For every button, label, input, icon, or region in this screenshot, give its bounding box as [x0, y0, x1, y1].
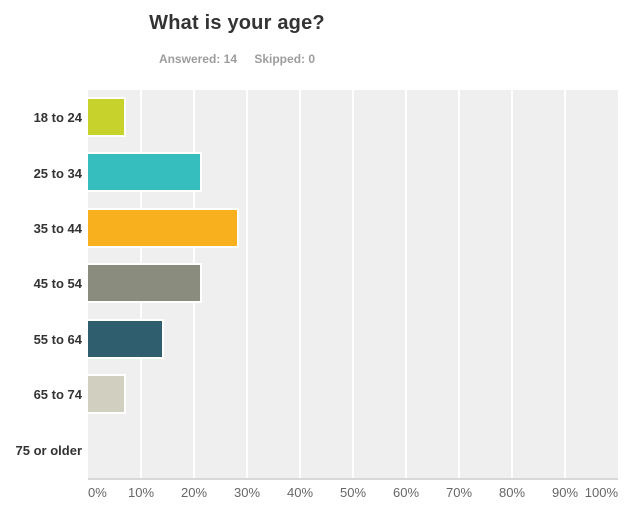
x-tick-20pct: 20% — [180, 485, 208, 500]
chart-header: What is your age? — [0, 0, 474, 35]
x-tick-70pct: 70% — [445, 485, 473, 500]
gridline — [564, 90, 566, 478]
x-tick-100pct: 100% — [584, 485, 618, 500]
category-label-55-to-64: 55 to 64 — [33, 331, 82, 347]
gridline — [458, 90, 460, 478]
category-label-45-to-54: 45 to 54 — [33, 276, 82, 292]
x-tick-30pct: 30% — [233, 485, 261, 500]
gridline — [511, 90, 513, 478]
x-tick-50pct: 50% — [339, 485, 367, 500]
x-tick-80pct: 80% — [498, 485, 526, 500]
gridline — [405, 90, 407, 478]
chart-stats: Answered: 14 Skipped: 0 — [0, 52, 474, 66]
bar-55-to-64[interactable] — [88, 318, 164, 359]
category-label-25-to-34: 25 to 34 — [33, 165, 82, 181]
bar-45-to-54[interactable] — [88, 263, 202, 304]
answered-stat: Answered: 14 — [159, 52, 237, 66]
category-label-35-to-44: 35 to 44 — [33, 221, 82, 237]
bar-35-to-44[interactable] — [88, 207, 240, 248]
skipped-value: 0 — [308, 52, 316, 66]
answered-value: 14 — [223, 52, 237, 66]
x-tick-60pct: 60% — [392, 485, 420, 500]
bar-65-to-74[interactable] — [88, 374, 126, 415]
plot-area — [88, 90, 618, 480]
x-tick-90pct: 90% — [551, 485, 579, 500]
bar-25-to-34[interactable] — [88, 152, 202, 193]
gridline — [246, 90, 248, 478]
chart-title: What is your age? — [149, 12, 325, 34]
skipped-label: Skipped: — [254, 52, 306, 66]
x-tick-40pct: 40% — [286, 485, 314, 500]
y-axis-labels: 18 to 24 25 to 34 35 to 44 45 to 54 55 to 64… — [0, 90, 82, 478]
gridline — [299, 90, 301, 478]
bar-18-to-24[interactable] — [88, 97, 126, 137]
x-tick-0pct: 0% — [88, 485, 107, 500]
category-label-18-to-24: 18 to 24 — [33, 110, 82, 126]
answered-label: Answered: — [158, 52, 221, 66]
x-axis: 0% 10% 20% 30% 40% 50% 60% 70% 80% 90% 100% — [88, 485, 618, 505]
category-label-75-or-older: 75 or older — [15, 442, 82, 458]
category-label-65-to-74: 65 to 74 — [33, 387, 82, 403]
skipped-stat: Skipped: 0 — [254, 52, 315, 66]
gridline — [352, 90, 354, 478]
x-tick-10pct: 10% — [127, 485, 155, 500]
